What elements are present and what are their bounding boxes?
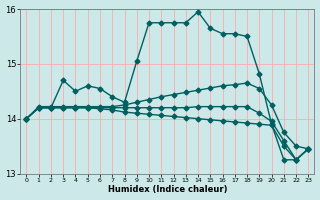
X-axis label: Humidex (Indice chaleur): Humidex (Indice chaleur) <box>108 185 227 194</box>
